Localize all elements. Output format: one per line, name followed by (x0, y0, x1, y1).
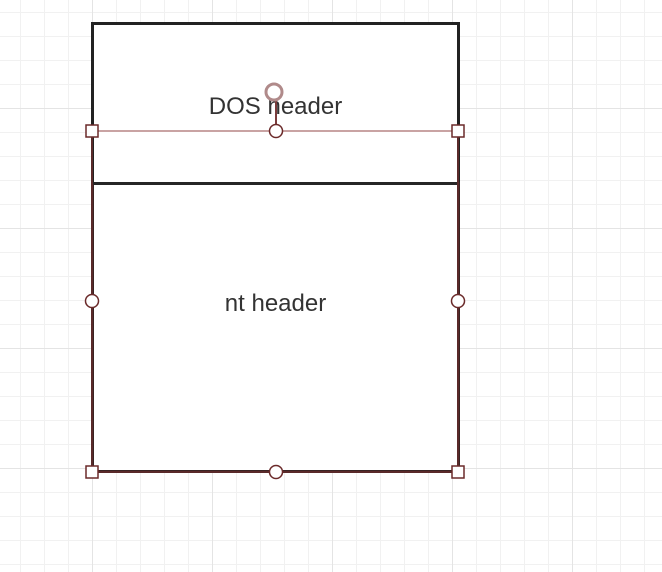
resize-handle-top[interactable] (268, 123, 284, 139)
resize-handle-bottom-right[interactable] (451, 465, 465, 479)
dos-header-box[interactable]: DOS header (91, 22, 460, 185)
resize-handle-bottom[interactable] (268, 464, 284, 480)
resize-handle-bottom-left[interactable] (85, 465, 99, 479)
resize-handle-top-left[interactable] (85, 124, 99, 138)
resize-handle-top-right[interactable] (451, 124, 465, 138)
rotate-handle[interactable] (264, 82, 284, 102)
nt-header-label: nt header (224, 290, 327, 317)
resize-handle-left[interactable] (84, 293, 100, 309)
nt-header-box[interactable]: nt header (91, 182, 460, 473)
resize-handle-right[interactable] (450, 293, 466, 309)
